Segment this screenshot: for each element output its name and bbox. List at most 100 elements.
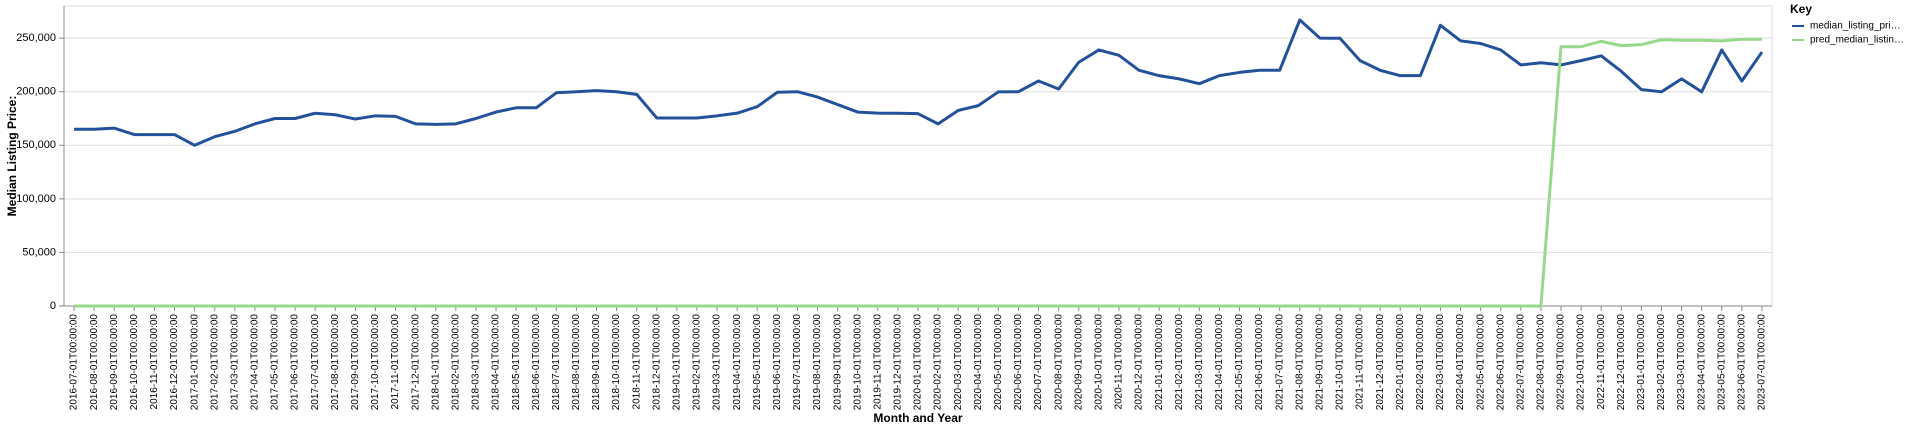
x-tick-label: 2020-01-01T00:00:00 <box>913 314 924 411</box>
x-tick-label: 2022-06-01T00:00:00 <box>1495 314 1506 411</box>
x-tick-label: 2018-04-01T00:00:00 <box>491 314 502 411</box>
x-tick-label: 2023-05-01T00:00:00 <box>1716 314 1727 411</box>
x-tick-label: 2019-11-01T00:00:00 <box>872 314 883 410</box>
x-tick-label: 2022-04-01T00:00:00 <box>1455 314 1466 411</box>
x-tick-label: 2023-01-01T00:00:00 <box>1636 314 1647 411</box>
x-tick-label: 2018-02-01T00:00:00 <box>450 314 461 411</box>
x-tick-label: 2017-05-01T00:00:00 <box>270 314 281 411</box>
x-tick-label: 2022-01-01T00:00:00 <box>1395 314 1406 411</box>
x-tick-label: 2022-02-01T00:00:00 <box>1415 314 1426 411</box>
x-tick-label: 2016-10-01T00:00:00 <box>129 314 140 411</box>
x-tick-label: 2023-02-01T00:00:00 <box>1656 314 1667 411</box>
x-axis-title: Month and Year <box>873 411 962 425</box>
x-tick-label: 2019-01-01T00:00:00 <box>672 314 683 411</box>
x-tick-label: 2018-07-01T00:00:00 <box>551 314 562 411</box>
plot-frame <box>63 5 1773 307</box>
x-tick-label: 2017-10-01T00:00:00 <box>370 314 381 411</box>
x-tick-label: 2021-03-01T00:00:00 <box>1194 314 1205 411</box>
legend-label: median_listing_pri… <box>1810 21 1901 32</box>
x-tick-label: 2020-08-01T00:00:00 <box>1053 314 1064 411</box>
x-tick-label: 2019-06-01T00:00:00 <box>772 314 783 411</box>
x-tick-label: 2018-01-01T00:00:00 <box>430 314 441 411</box>
series-line <box>74 37 1762 308</box>
x-tick-label: 2020-03-01T00:00:00 <box>953 314 964 411</box>
x-tick-label: 2022-05-01T00:00:00 <box>1475 314 1486 411</box>
y-tick-label: 250,000 <box>16 32 56 44</box>
x-tick-label: 2023-07-01T00:00:00 <box>1757 314 1768 411</box>
y-tick-label: 50,000 <box>22 246 56 258</box>
x-tick-label: 2018-09-01T00:00:00 <box>591 314 602 411</box>
y-tick-label: 150,000 <box>16 139 56 151</box>
x-tick-label: 2022-07-01T00:00:00 <box>1515 314 1526 411</box>
x-tick-label: 2022-11-01T00:00:00 <box>1596 314 1607 410</box>
x-tick-label: 2018-08-01T00:00:00 <box>571 314 582 411</box>
x-tick-label: 2019-08-01T00:00:00 <box>812 314 823 411</box>
x-tick-label: 2022-08-01T00:00:00 <box>1536 314 1547 411</box>
x-tick-label: 2017-12-01T00:00:00 <box>410 314 421 411</box>
x-tick-label: 2021-08-01T00:00:00 <box>1294 314 1305 411</box>
x-tick-label: 2017-02-01T00:00:00 <box>209 314 220 411</box>
x-tick-label: 2020-02-01T00:00:00 <box>933 314 944 411</box>
x-tick-label: 2021-04-01T00:00:00 <box>1214 314 1225 411</box>
x-tick-label: 2016-09-01T00:00:00 <box>109 314 120 411</box>
y-axis-title: Median Listing Price: <box>5 96 19 217</box>
x-tick-label: 2022-03-01T00:00:00 <box>1435 314 1446 411</box>
x-tick-label: 2023-03-01T00:00:00 <box>1676 314 1687 411</box>
x-tick-label: 2019-02-01T00:00:00 <box>692 314 703 411</box>
x-tick-label: 2018-12-01T00:00:00 <box>651 314 662 411</box>
x-tick-label: 2017-01-01T00:00:00 <box>189 314 200 411</box>
x-tick-label: 2019-05-01T00:00:00 <box>752 314 763 411</box>
x-tick-label: 2016-08-01T00:00:00 <box>89 314 100 411</box>
x-tick-label: 2020-09-01T00:00:00 <box>1073 314 1084 411</box>
x-tick-label: 2017-09-01T00:00:00 <box>350 314 361 411</box>
x-tick-label: 2021-07-01T00:00:00 <box>1274 314 1285 411</box>
x-tick-label: 2020-04-01T00:00:00 <box>973 314 984 411</box>
x-tick-label: 2021-05-01T00:00:00 <box>1234 314 1245 411</box>
x-tick-label: 2019-03-01T00:00:00 <box>712 314 723 411</box>
x-tick-label: 2020-06-01T00:00:00 <box>1013 314 1024 411</box>
x-tick-label: 2018-11-01T00:00:00 <box>631 314 642 410</box>
x-tick-label: 2019-12-01T00:00:00 <box>893 314 904 411</box>
x-tick-label: 2020-05-01T00:00:00 <box>993 314 1004 411</box>
series-line <box>74 18 1764 147</box>
x-tick-label: 2017-06-01T00:00:00 <box>290 314 301 411</box>
x-tick-label: 2018-06-01T00:00:00 <box>531 314 542 411</box>
x-tick-label: 2017-11-01T00:00:00 <box>390 314 401 410</box>
x-tick-label: 2021-01-01T00:00:00 <box>1154 314 1165 411</box>
x-tick-label: 2017-08-01T00:00:00 <box>330 314 341 411</box>
legend-title: Key <box>1790 2 1812 16</box>
x-tick-label: 2017-07-01T00:00:00 <box>310 314 321 411</box>
x-tick-label: 2016-12-01T00:00:00 <box>169 314 180 411</box>
x-tick-label: 2021-12-01T00:00:00 <box>1375 314 1386 411</box>
x-tick-label: 2020-07-01T00:00:00 <box>1033 314 1044 411</box>
x-tick-label: 2023-04-01T00:00:00 <box>1696 314 1707 411</box>
x-tick-label: 2019-10-01T00:00:00 <box>852 314 863 411</box>
x-tick-label: 2018-05-01T00:00:00 <box>511 314 522 411</box>
x-tick-label: 2022-09-01T00:00:00 <box>1556 314 1567 411</box>
legend-label: pred_median_listin… <box>1810 35 1904 46</box>
x-tick-label: 2019-09-01T00:00:00 <box>832 314 843 411</box>
x-tick-label: 2018-10-01T00:00:00 <box>611 314 622 411</box>
x-tick-label: 2021-06-01T00:00:00 <box>1254 314 1265 411</box>
x-tick-label: 2019-07-01T00:00:00 <box>792 314 803 411</box>
x-tick-label: 2021-02-01T00:00:00 <box>1174 314 1185 411</box>
x-tick-label: 2019-04-01T00:00:00 <box>732 314 743 411</box>
y-tick-label: 200,000 <box>16 86 56 98</box>
x-tick-label: 2021-09-01T00:00:00 <box>1315 314 1326 411</box>
x-tick-label: 2017-03-01T00:00:00 <box>229 314 240 411</box>
x-tick-label: 2020-12-01T00:00:00 <box>1134 314 1145 411</box>
x-tick-label: 2016-11-01T00:00:00 <box>149 314 160 410</box>
x-tick-label: 2022-10-01T00:00:00 <box>1576 314 1587 411</box>
y-tick-label: 100,000 <box>16 193 56 205</box>
x-tick-label: 2017-04-01T00:00:00 <box>250 314 261 411</box>
y-tick-label: 0 <box>50 300 56 312</box>
x-tick-label: 2023-06-01T00:00:00 <box>1736 314 1747 411</box>
x-tick-label: 2016-07-01T00:00:00 <box>69 314 80 411</box>
x-tick-label: 2020-10-01T00:00:00 <box>1093 314 1104 411</box>
x-tick-label: 2022-12-01T00:00:00 <box>1616 314 1627 411</box>
x-tick-label: 2018-03-01T00:00:00 <box>471 314 482 411</box>
x-tick-label: 2020-11-01T00:00:00 <box>1114 314 1125 410</box>
x-tick-label: 2021-11-01T00:00:00 <box>1355 314 1366 410</box>
x-tick-label: 2021-10-01T00:00:00 <box>1335 314 1346 411</box>
